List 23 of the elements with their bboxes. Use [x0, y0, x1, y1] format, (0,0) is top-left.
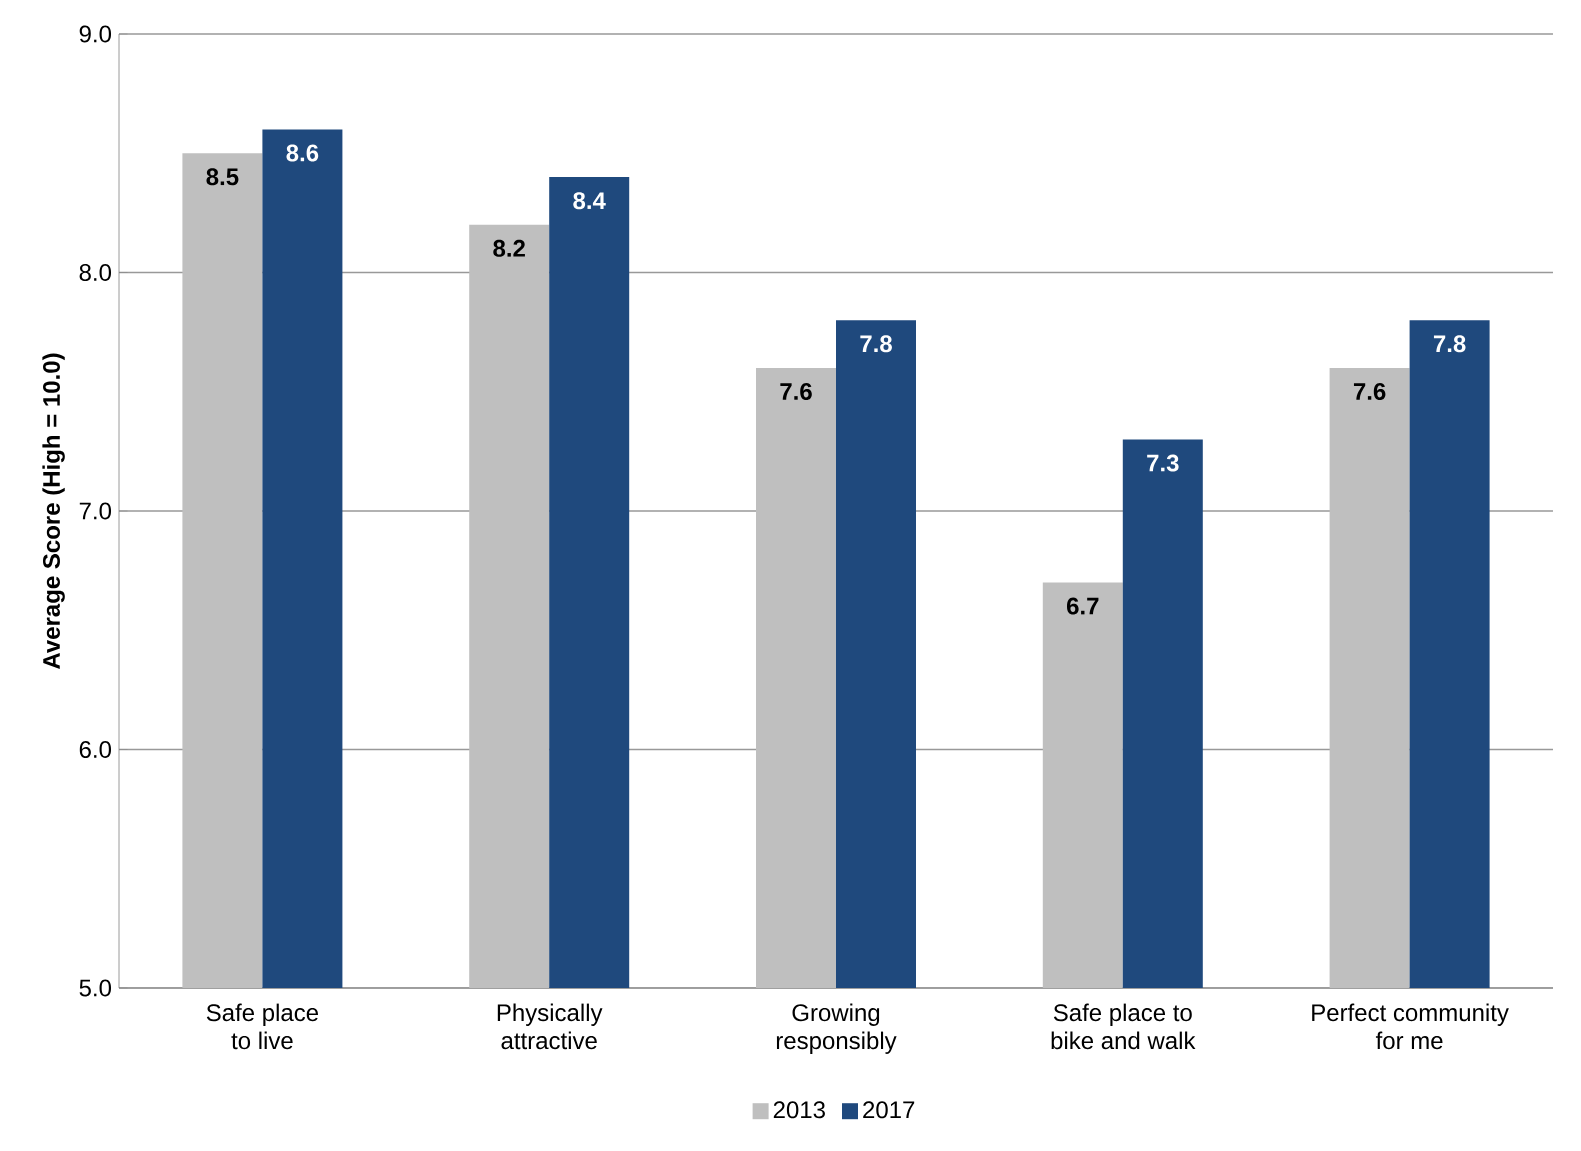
y-tick-label: 8.0 [79, 264, 112, 281]
x-tick-label: Safe place to live [206, 1003, 318, 1050]
x-tick-label: Physically attractive [497, 1003, 603, 1050]
y-tick-label: 7.0 [79, 502, 112, 520]
data-label: 6.7 [1067, 597, 1099, 615]
data-label: 7.3 [1147, 454, 1179, 472]
y-tick-label: 6.0 [79, 741, 112, 758]
data-label: 7.8 [1433, 335, 1466, 353]
data-label: 8.2 [493, 239, 525, 257]
y-tick-label: 5.0 [79, 979, 112, 997]
data-label: 8.6 [286, 144, 319, 162]
data-label: 7.8 [860, 335, 892, 353]
x-tick-label: Growing responsibly [776, 1003, 897, 1054]
legend-label: 2017 [863, 1101, 915, 1119]
legend-label: 2013 [773, 1101, 825, 1119]
data-label: 7.6 [780, 382, 812, 400]
x-tick-label: Safe place to bike and walk [1051, 1003, 1196, 1050]
data-label: 8.5 [206, 168, 239, 186]
x-tick-label: Perfect community for me [1312, 1003, 1509, 1050]
data-label: 8.4 [573, 192, 606, 210]
y-axis-title: Average Score (High = 10.0) [42, 353, 65, 670]
y-tick-label: 9.0 [79, 25, 112, 43]
data-label: 7.6 [1353, 382, 1386, 400]
